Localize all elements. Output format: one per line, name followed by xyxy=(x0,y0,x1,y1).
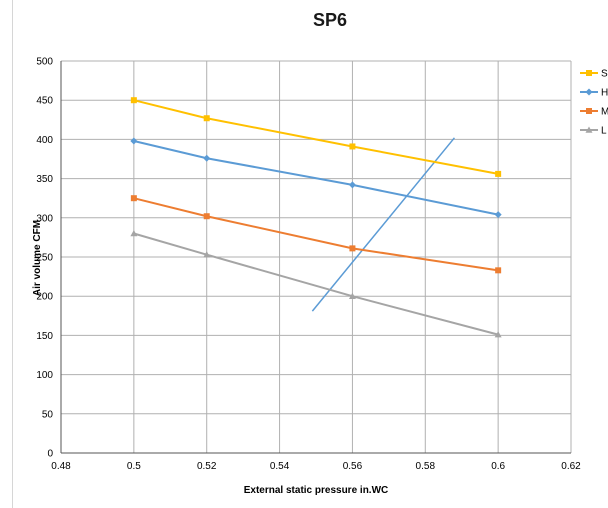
data-point-m xyxy=(349,245,356,252)
frame-border xyxy=(12,0,13,508)
data-point-s xyxy=(349,143,356,150)
data-point-m xyxy=(130,195,137,202)
legend-marker-h xyxy=(585,88,593,96)
legend-marker-m xyxy=(586,108,592,114)
axes xyxy=(60,61,571,454)
legend-label-m: M xyxy=(601,107,608,118)
y-tick-labels: 0 50 100 150 200 250 300 350 400 450 500 xyxy=(36,57,53,460)
y-tick-label: 200 xyxy=(36,292,53,303)
y-tick-label: 450 xyxy=(36,96,53,107)
y-tick-label: 300 xyxy=(36,213,53,224)
data-point-l xyxy=(130,229,138,237)
x-tick-label: 0.5 xyxy=(127,461,141,472)
data-point-m xyxy=(495,267,502,274)
y-tick-label: 50 xyxy=(42,409,54,420)
data-point-h xyxy=(348,181,356,189)
reference-line xyxy=(311,137,456,312)
y-tick-label: 0 xyxy=(47,449,53,460)
data-point-h xyxy=(494,211,502,219)
reference-line-group xyxy=(311,137,456,312)
series-group xyxy=(130,97,502,338)
chart-title: SP6 xyxy=(312,10,348,30)
x-tick-label: 0.58 xyxy=(416,461,436,472)
data-point-s xyxy=(203,115,210,122)
y-tick-label: 150 xyxy=(36,331,53,342)
legend-label-l: L xyxy=(601,126,607,137)
grid xyxy=(60,60,572,454)
legend-label-h: H xyxy=(601,88,608,99)
y-axis-title: Air volume CFM xyxy=(32,220,43,296)
y-tick-label: 350 xyxy=(36,174,53,185)
y-tick-label: 400 xyxy=(36,135,53,146)
legend-marker-s xyxy=(586,70,592,76)
series-line-s xyxy=(133,99,499,175)
legend-label-s: S xyxy=(601,69,608,80)
x-axis-title: External static pressure in.WC xyxy=(244,485,389,496)
x-tick-label: 0.56 xyxy=(343,461,363,472)
data-point-l xyxy=(203,251,211,258)
x-tick-label: 0.6 xyxy=(491,461,505,472)
legend-marker-l xyxy=(585,126,593,133)
x-tick-label: 0.52 xyxy=(197,461,217,472)
series-line-m xyxy=(133,197,499,272)
series-line-h xyxy=(133,139,499,216)
x-tick-label: 0.54 xyxy=(270,461,290,472)
data-point-m xyxy=(203,213,210,220)
data-point-l xyxy=(348,292,356,299)
x-tick-label: 0.48 xyxy=(51,461,71,472)
data-point-l xyxy=(494,331,502,338)
series-line-l xyxy=(133,232,499,336)
x-tick-labels: 0.48 0.5 0.52 0.54 0.56 0.58 0.6 0.62 xyxy=(51,461,581,472)
y-tick-label: 250 xyxy=(36,253,53,264)
x-tick-label: 0.62 xyxy=(561,461,581,472)
y-tick-label: 100 xyxy=(36,370,53,381)
data-point-s xyxy=(495,170,502,177)
y-tick-label: 500 xyxy=(36,57,53,68)
data-point-h xyxy=(130,137,138,145)
data-point-h xyxy=(203,154,211,162)
data-point-s xyxy=(130,97,137,104)
